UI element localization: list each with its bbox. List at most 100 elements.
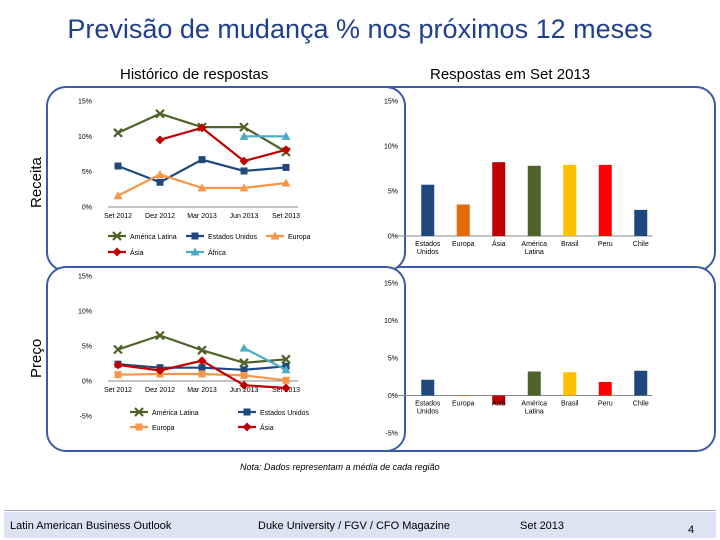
preco-historico-point-estados-unidos (240, 366, 248, 374)
receita-historico-xtick: Jun 2013 (230, 213, 259, 220)
receita-historico-point-estados-unidos (156, 178, 164, 186)
receita-historico-legend-marker-asia (112, 247, 122, 257)
receita-set2013-bar-europa (456, 204, 470, 236)
preco-set2013-bar-asia (492, 395, 506, 405)
receita-historico-xtick: Dez 2012 (145, 213, 175, 220)
receita-historico-point-europa (239, 183, 249, 192)
footer-divider (4, 510, 716, 511)
preco-set2013-xtick-america-latina-line1: América (521, 401, 547, 408)
receita-historico-legend-marker-america-latina (112, 231, 122, 241)
receita-set2013-bar-peru (598, 164, 612, 236)
receita-historico-point-europa (281, 178, 291, 187)
receita-set2013-xtick-estados-unidos-line2: Unidos (417, 249, 439, 256)
receita-historico-legend-label-europa: Europa (288, 234, 311, 241)
preco-set2013-xtick-europa: Europa (452, 401, 475, 408)
preco-set2013-xtick-brasil: Brasil (561, 401, 579, 408)
preco-historico-point-america-latina (155, 330, 165, 341)
receita-historico-point-africa (239, 131, 249, 140)
receita-historico-point-europa (155, 169, 165, 178)
receita-set2013-xtick-asia: Ásia (492, 239, 506, 248)
preco-historico-ytick: 10% (78, 309, 92, 316)
preco-historico-ytick: 15% (78, 274, 92, 281)
preco-line-panel (46, 266, 406, 452)
receita-historico-point-america-latina (239, 122, 249, 132)
receita-set2013-xtick-peru: Peru (598, 241, 613, 248)
receita-historico-legend-label-estados-unidos: Estados Unidos (208, 234, 258, 241)
receita-historico-ytick: 0% (82, 205, 92, 212)
receita-historico-point-estados-unidos (240, 167, 248, 175)
receita-historico-xtick: Set 2013 (272, 213, 300, 220)
receita-set2013-ytick: 15% (384, 99, 398, 106)
preco-historico-point-africa (281, 365, 291, 374)
slide-title: Previsão de mudança % nos próximos 12 me… (67, 14, 653, 44)
preco-set2013-ytick: -5% (386, 431, 398, 438)
receita-historico-ytick: 10% (78, 134, 92, 141)
receita-set2013-bar-asia (492, 162, 506, 236)
receita-historico-legend-marker-europa (270, 231, 280, 240)
receita-historico-point-estados-unidos (282, 163, 290, 171)
preco-set2013-xtick-estados-unidos-line2: Unidos (417, 409, 439, 416)
receita-set2013-bar-brasil (563, 164, 577, 236)
preco-historico-point-europa (282, 376, 290, 384)
preco-historico-point-america-latina (281, 354, 291, 365)
preco-historico-ytick: -5% (80, 414, 92, 421)
receita-historico-legend-marker-africa (190, 247, 200, 256)
preco-historico-point-europa (240, 371, 248, 379)
preco-set2013-xtick-asia: Ásia (492, 399, 506, 408)
receita-set2013-xtick-america-latina-line2: Latina (525, 249, 544, 256)
receita-set2013-xtick-europa: Europa (452, 241, 475, 248)
preco-historico-xtick: Set 2012 (104, 387, 132, 394)
preco-historico-legend-marker-europa (135, 423, 143, 431)
preco-historico-xtick: Mar 2013 (187, 387, 217, 394)
receita-historico-xtick: Mar 2013 (187, 213, 217, 220)
preco-historico-point-asia (197, 356, 207, 366)
receita-set2013-bar-chile (634, 209, 648, 236)
footer-center: Duke University / FGV / CFO Magazine (258, 520, 450, 532)
receita-set2013-xtick-estados-unidos-line1: Estados (415, 241, 441, 248)
preco-set2013-xtick-estados-unidos-line1: Estados (415, 401, 441, 408)
receita-set2013-ytick: 5% (388, 189, 398, 196)
preco-historico-point-asia (281, 383, 291, 393)
preco-historico-legend-marker-estados-unidos (243, 408, 251, 416)
preco-set2013-xtick-chile: Chile (633, 401, 649, 408)
preco-set2013-bar-america-latina (527, 371, 541, 396)
preco-set2013-bar-brasil (563, 372, 577, 396)
preco-historico-point-estados-unidos (198, 364, 206, 372)
receita-set2013-xtick-brasil: Brasil (561, 241, 579, 248)
preco-historico-point-america-latina (239, 358, 249, 368)
receita-historico-point-estados-unidos (114, 162, 122, 170)
receita-set2013-ytick: 10% (384, 144, 398, 151)
preco-set2013-bar-estados-unidos (421, 379, 435, 396)
preco-bar-panel (356, 266, 716, 452)
preco-set2013-ytick: 15% (384, 281, 398, 288)
preco-historico-legend-label-america-latina: América Latina (152, 410, 199, 417)
preco-set2013-xtick-peru: Peru (598, 401, 613, 408)
preco-historico-legend-label-estados-unidos: Estados Unidos (260, 410, 310, 417)
preco-set2013-ytick: 0% (388, 393, 398, 400)
receita-historico-series-america-latina (117, 112, 287, 153)
preco-set2013-ytick: 10% (384, 318, 398, 325)
receita-historico-legend-label-africa: África (208, 248, 226, 257)
preco-historico-point-asia (239, 380, 249, 390)
page-number: 4 (688, 524, 695, 536)
receita-historico-point-europa (113, 191, 123, 200)
receita-historico-point-europa (197, 183, 207, 192)
preco-set2013-bar-europa (456, 395, 470, 396)
preco-set2013-bar-chile (634, 370, 648, 396)
receita-set2013-ytick: 0% (388, 234, 398, 241)
receita-historico-legend-label-asia: Ásia (130, 248, 144, 257)
receita-historico-point-asia (197, 123, 207, 133)
footer-left: Latin American Business Outlook (10, 520, 172, 532)
receita-historico-ytick: 15% (78, 99, 92, 106)
preco-historico-ytick: 0% (82, 379, 92, 386)
preco-historico-legend-marker-america-latina (134, 407, 144, 417)
receita-historico-point-asia (281, 145, 291, 155)
preco-historico-xtick: Jun 2013 (230, 387, 259, 394)
receita-historico-point-asia (239, 156, 249, 166)
preco-historico-point-africa (239, 343, 249, 352)
footer-bar (4, 512, 716, 538)
preco-set2013-bar-peru (598, 382, 612, 396)
preco-historico-series-africa (243, 347, 287, 371)
receita-historico-series-asia (159, 126, 287, 163)
receita-historico-point-america-latina (155, 108, 165, 119)
